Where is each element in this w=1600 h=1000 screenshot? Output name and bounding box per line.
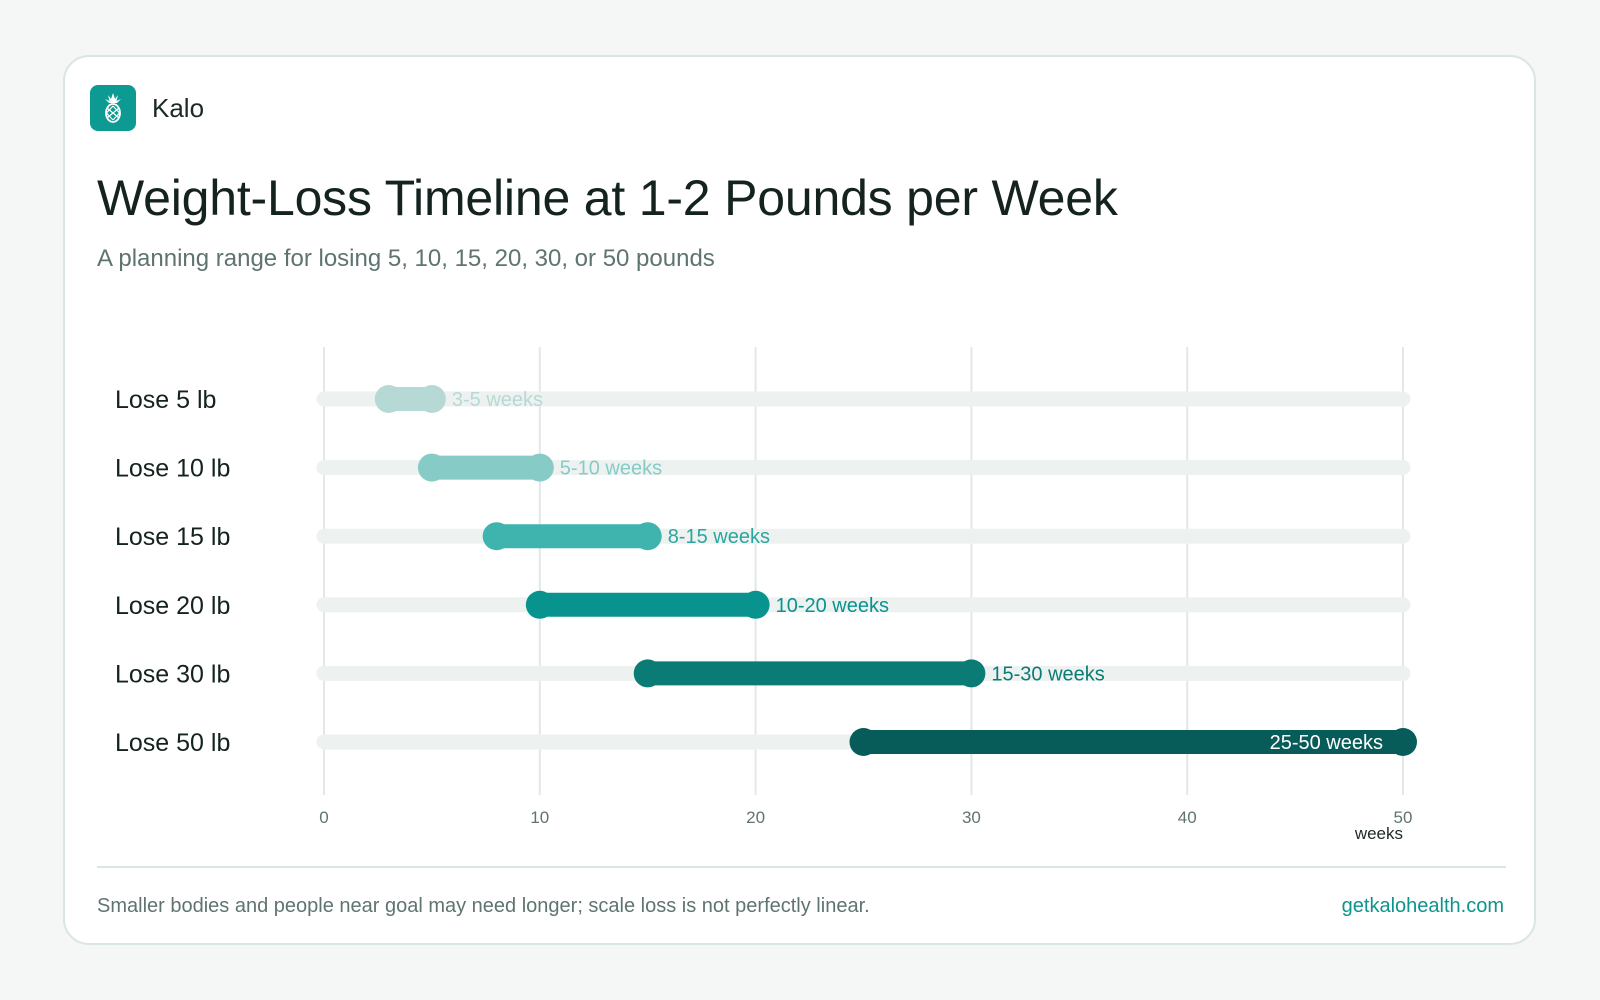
range-start-point — [525, 590, 554, 619]
footer-divider — [97, 866, 1506, 868]
x-tick-label: 50 — [1394, 808, 1413, 827]
brand-name: Kalo — [152, 92, 205, 123]
x-tick-label: 20 — [746, 808, 765, 827]
brand: Kalo — [90, 85, 204, 131]
range-start-point — [417, 453, 446, 482]
range-end-point — [741, 590, 770, 619]
x-tick-label: 30 — [962, 808, 981, 827]
footnote: Smaller bodies and people near goal may … — [97, 895, 870, 917]
range-end-point — [525, 453, 554, 482]
row-label: Lose 30 lb — [115, 660, 230, 688]
range-start-point — [482, 522, 511, 551]
chart-card: Kalo Weight-Loss Timeline at 1-2 Pounds … — [63, 55, 1536, 945]
row-label: Lose 5 lb — [115, 386, 216, 414]
range-value-label: 8-15 weeks — [668, 526, 770, 548]
pineapple-icon — [90, 85, 136, 131]
website-link[interactable]: getkalohealth.com — [1341, 895, 1504, 917]
chart-title: Weight-Loss Timeline at 1-2 Pounds per W… — [97, 170, 1118, 226]
range-value-label: 3-5 weeks — [452, 389, 543, 411]
range-value-label: 15-30 weeks — [991, 663, 1104, 685]
row-label: Lose 20 lb — [115, 592, 230, 620]
row-label: Lose 15 lb — [115, 523, 230, 551]
x-axis-label: weeks — [1354, 824, 1403, 843]
range-value-label: 25-50 weeks — [1270, 732, 1383, 754]
range-end-point — [957, 659, 986, 688]
range-start-point — [633, 659, 662, 688]
range-start-point — [374, 385, 403, 413]
range-end-point — [633, 522, 662, 551]
range-value-label: 10-20 weeks — [776, 595, 889, 617]
range-end-point — [1389, 728, 1417, 756]
x-tick-label: 0 — [319, 808, 328, 827]
range-value-label: 5-10 weeks — [560, 458, 662, 480]
x-tick-label: 10 — [530, 808, 549, 827]
row-label: Lose 10 lb — [115, 455, 230, 483]
chart-subtitle: A planning range for losing 5, 10, 15, 2… — [97, 245, 715, 272]
range-end-point — [417, 385, 446, 413]
row-label: Lose 50 lb — [115, 729, 230, 757]
range-start-point — [849, 728, 878, 756]
x-tick-label: 40 — [1178, 808, 1197, 827]
